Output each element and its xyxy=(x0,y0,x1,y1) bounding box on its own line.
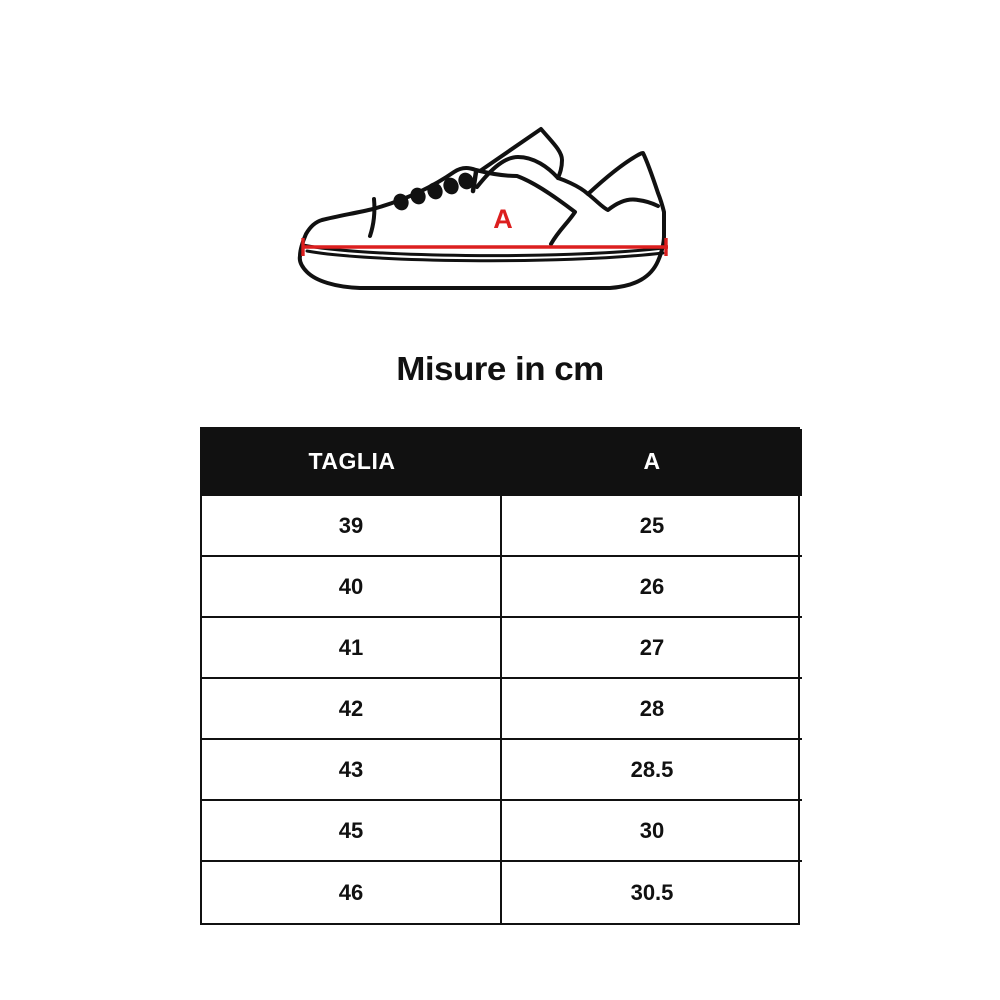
svg-text:A: A xyxy=(493,204,513,234)
